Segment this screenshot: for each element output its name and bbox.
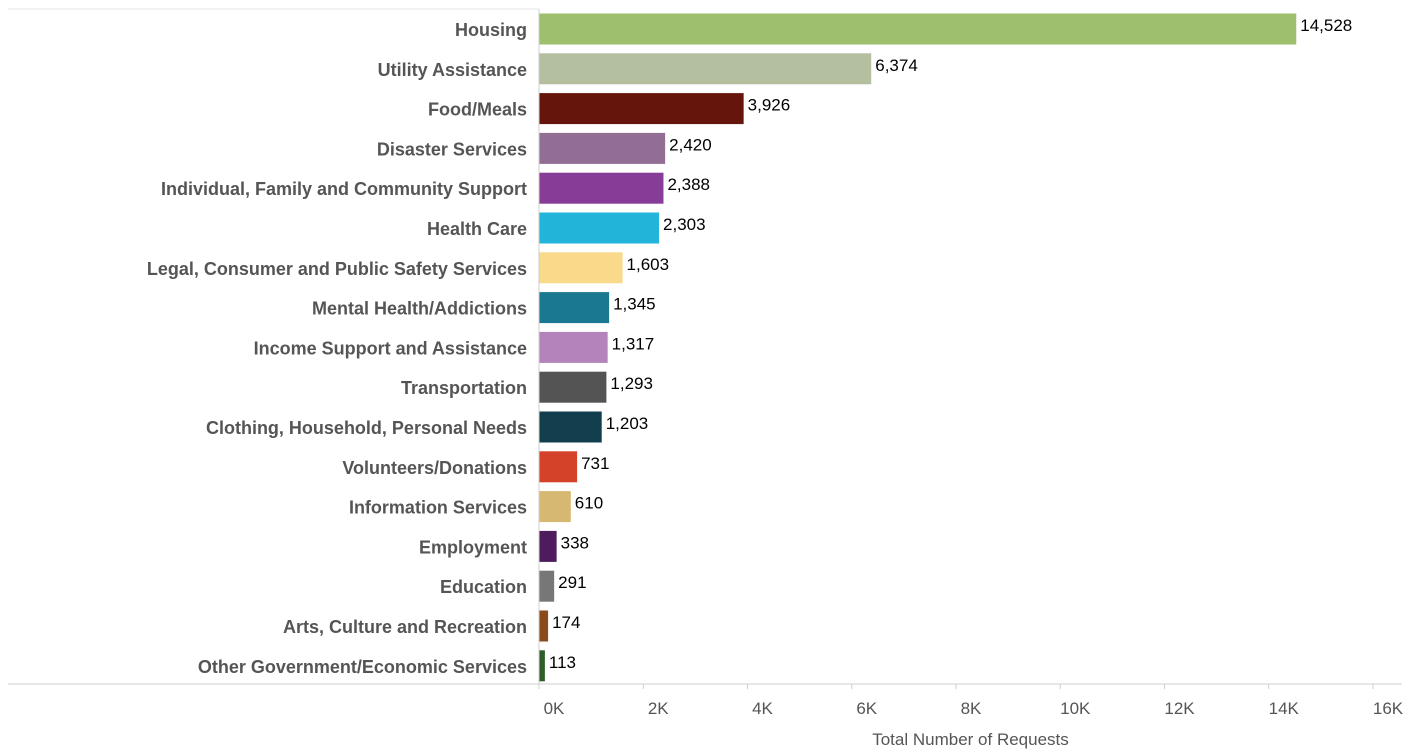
bar[interactable] (539, 53, 872, 85)
bar[interactable] (539, 292, 610, 324)
x-axis-title: Total Number of Requests (872, 730, 1069, 749)
bar[interactable] (539, 13, 1297, 45)
x-tick-label: 8K (961, 699, 982, 718)
data-label: 291 (558, 573, 586, 592)
bar[interactable] (539, 530, 557, 562)
category-label: Income Support and Assistance (254, 338, 527, 358)
category-label: Housing (455, 20, 527, 40)
data-label: 6,374 (875, 56, 918, 75)
x-tick-label: 4K (752, 699, 773, 718)
category-label: Other Government/Economic Services (198, 657, 527, 677)
category-label: Clothing, Household, Personal Needs (206, 418, 527, 438)
data-label: 1,603 (627, 255, 670, 274)
data-label: 2,420 (669, 135, 712, 154)
chart-rows: Housing 14,528 Utility Assistance 6,374 Food… (147, 13, 1352, 682)
category-label: Food/Meals (428, 100, 527, 120)
category-label: Mental Health/Addictions (312, 299, 527, 319)
bar[interactable] (539, 132, 666, 164)
bar[interactable] (539, 331, 608, 363)
category-label: Disaster Services (377, 139, 527, 159)
bar[interactable] (539, 212, 660, 244)
x-tick-label: 2K (648, 699, 669, 718)
data-label: 2,303 (663, 215, 706, 234)
bar[interactable] (539, 252, 623, 284)
bar[interactable] (539, 570, 555, 602)
category-label: Transportation (401, 378, 527, 398)
data-label: 174 (552, 613, 580, 632)
bar[interactable] (539, 491, 571, 523)
data-label: 1,345 (613, 295, 656, 314)
bar[interactable] (539, 610, 549, 642)
data-label: 113 (549, 653, 576, 672)
category-label: Individual, Family and Community Support (161, 179, 527, 199)
data-label: 3,926 (748, 96, 791, 115)
category-label: Utility Assistance (378, 60, 527, 80)
bar[interactable] (539, 451, 578, 483)
data-label: 1,317 (612, 334, 655, 353)
x-tick-label: 6K (856, 699, 877, 718)
bar[interactable] (539, 371, 607, 403)
x-tick-label: 16K (1373, 699, 1404, 718)
category-label: Health Care (427, 219, 527, 239)
data-label: 1,203 (606, 414, 649, 433)
data-label: 731 (581, 454, 609, 473)
category-label: Arts, Culture and Recreation (283, 617, 527, 637)
x-tick-label: 10K (1060, 699, 1091, 718)
data-label: 338 (561, 533, 589, 552)
bar[interactable] (539, 93, 744, 125)
bar[interactable] (539, 411, 602, 443)
x-tick-label: 0K (544, 699, 565, 718)
category-label: Education (440, 577, 527, 597)
x-tick-label: 14K (1269, 699, 1300, 718)
bar[interactable] (539, 650, 545, 682)
x-axis-ticks: 0K 2K 4K 6K 8K 10K 12K 14K 16K (538, 684, 1404, 718)
data-label: 2,388 (667, 175, 710, 194)
category-label: Employment (419, 537, 527, 557)
bar[interactable] (539, 172, 664, 204)
data-label: 1,293 (610, 374, 653, 393)
data-label: 610 (575, 494, 603, 513)
category-label: Volunteers/Donations (342, 458, 527, 478)
category-label: Legal, Consumer and Public Safety Servic… (147, 259, 527, 279)
category-label: Information Services (349, 498, 527, 518)
data-label: 14,528 (1300, 16, 1352, 35)
x-tick-label: 12K (1164, 699, 1195, 718)
